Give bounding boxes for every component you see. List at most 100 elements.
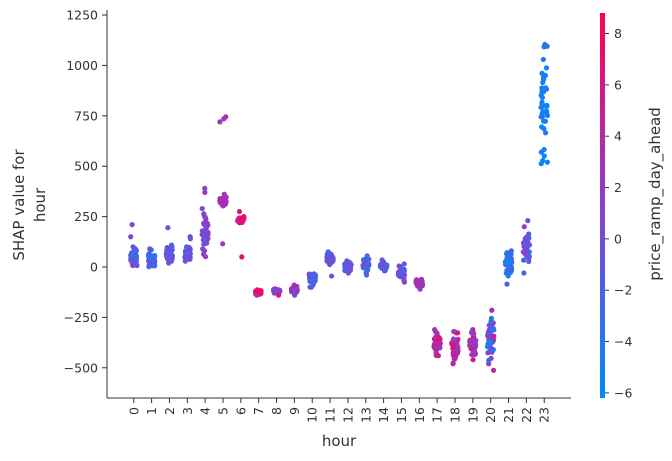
- data-point: [239, 254, 245, 260]
- data-point: [490, 367, 497, 373]
- data-point: [165, 225, 171, 231]
- x-tick-label: 1: [144, 407, 159, 415]
- data-point: [525, 218, 531, 224]
- x-tick-label: 14: [376, 407, 391, 423]
- data-point: [522, 244, 528, 250]
- data-point: [504, 250, 510, 256]
- y-tick-label: 500: [74, 159, 98, 174]
- data-point: [521, 257, 527, 263]
- x-tick-label: 20: [483, 407, 498, 423]
- data-point: [184, 250, 190, 256]
- y-axis-label-line2: hour: [31, 187, 49, 222]
- data-point: [364, 253, 370, 259]
- data-point: [152, 252, 158, 259]
- data-point: [450, 350, 456, 356]
- x-tick-label: 19: [465, 407, 480, 423]
- data-point: [521, 270, 527, 276]
- data-point: [539, 124, 545, 130]
- data-point: [544, 159, 551, 165]
- x-tick-label: 10: [305, 407, 320, 423]
- data-point: [202, 236, 209, 242]
- data-point: [343, 260, 349, 266]
- data-point: [540, 77, 547, 83]
- x-tick-label: 5: [216, 407, 231, 415]
- x-tick-label: 4: [198, 407, 213, 415]
- data-point: [526, 249, 532, 255]
- data-point: [489, 307, 495, 313]
- data-point: [540, 56, 546, 63]
- y-tick-label: −250: [64, 310, 98, 325]
- x-tick-label: 17: [430, 407, 445, 423]
- x-tick-label: 9: [287, 407, 302, 415]
- data-point: [291, 282, 297, 288]
- data-point: [345, 270, 351, 276]
- data-point: [544, 103, 550, 109]
- data-point: [223, 114, 229, 120]
- x-tick-label: 3: [180, 407, 195, 415]
- data-point: [417, 286, 423, 292]
- data-point: [130, 262, 136, 269]
- colorbar-label: price_ramp_day_ahead: [646, 107, 665, 281]
- data-point: [413, 280, 419, 286]
- data-point: [201, 213, 208, 219]
- y-tick-label: 250: [74, 209, 98, 224]
- data-point: [521, 224, 527, 230]
- colorbar-tick-label: 6: [614, 77, 622, 92]
- data-point: [310, 273, 316, 279]
- data-point: [147, 246, 153, 252]
- x-tick-label: 21: [501, 407, 516, 423]
- x-tick-label: 13: [358, 407, 373, 423]
- data-point: [432, 328, 439, 335]
- data-point: [328, 255, 334, 261]
- data-point: [130, 258, 136, 265]
- data-point: [365, 260, 371, 266]
- colorbar-ticks: 8 6 4 2 0 −2 −4 −6: [605, 26, 632, 400]
- x-axis-label: hour: [322, 432, 357, 450]
- data-point: [128, 234, 134, 240]
- colorbar: [600, 13, 605, 398]
- data-point: [379, 257, 385, 263]
- data-point: [485, 333, 491, 339]
- data-point: [325, 249, 331, 255]
- data-point: [378, 264, 384, 270]
- data-point: [449, 341, 455, 347]
- data-point: [486, 361, 492, 367]
- data-point: [540, 158, 546, 164]
- y-ticks: 1250 1000 750 500 250 0 −250 −500: [64, 8, 107, 375]
- data-point: [199, 205, 205, 212]
- data-point: [488, 328, 494, 335]
- data-point: [487, 339, 493, 345]
- data-point: [543, 108, 550, 114]
- data-point: [436, 334, 442, 340]
- colorbar-tick-label: −4: [614, 334, 632, 349]
- data-point: [504, 267, 510, 273]
- x-tick-label: 6: [233, 407, 248, 415]
- data-point: [217, 197, 223, 203]
- data-point: [384, 262, 390, 268]
- y-tick-label: 1000: [66, 58, 98, 73]
- data-point: [488, 318, 494, 325]
- data-point: [146, 254, 152, 261]
- data-point: [205, 231, 211, 237]
- data-point: [254, 292, 260, 298]
- data-point: [544, 43, 550, 49]
- data-point: [202, 189, 208, 196]
- data-point: [490, 347, 496, 353]
- data-point: [539, 101, 545, 107]
- data-point: [542, 118, 549, 124]
- data-point: [508, 267, 515, 273]
- colorbar-tick-label: −2: [614, 283, 632, 298]
- x-tick-label: 7: [251, 407, 266, 415]
- data-point: [312, 278, 318, 284]
- data-point: [539, 70, 545, 76]
- x-tick-label: 0: [126, 407, 141, 415]
- data-point: [130, 244, 136, 250]
- y-tick-label: −500: [64, 360, 98, 375]
- data-point: [275, 292, 282, 298]
- data-point: [508, 248, 514, 254]
- data-point: [541, 89, 547, 95]
- data-point: [524, 234, 530, 240]
- data-point: [132, 251, 138, 257]
- x-tick-label: 15: [394, 407, 409, 423]
